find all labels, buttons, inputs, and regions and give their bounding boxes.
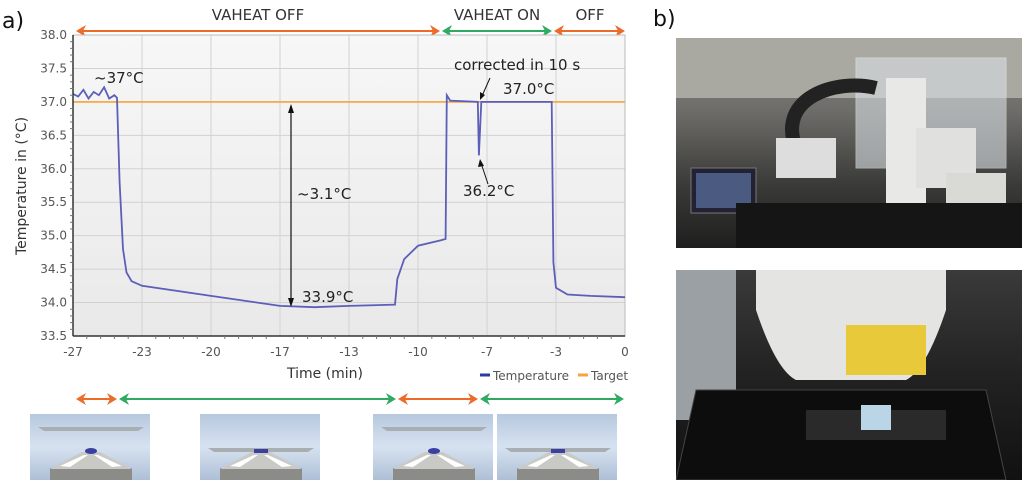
x-tick-label: -10 xyxy=(408,345,428,359)
phase-arrow-bottom-head-left xyxy=(398,393,408,405)
annotation-start: ~37°C xyxy=(94,69,144,87)
dip-arrow xyxy=(480,162,489,185)
legend-label-temperature: Temperature xyxy=(492,369,569,383)
tick-labels: 33.5 34.0 34.5 35.0 35.5 36.0 36.5 37.0 37.5 38.0… xyxy=(40,28,629,359)
series-line-temperature xyxy=(72,85,626,309)
grid-lines xyxy=(72,34,626,337)
x-tick-label: -13 xyxy=(339,345,359,359)
y-tick-label: 34.5 xyxy=(40,262,67,276)
heater-render-lifted xyxy=(30,414,150,480)
phase-arrow-bottom-head-left xyxy=(480,393,490,405)
annotations: ~37°C ~3.1°C 33.9°C corrected in 10 s 37… xyxy=(94,56,580,307)
panel-label-b: b) xyxy=(653,7,676,32)
y-tick-label: 33.5 xyxy=(40,329,67,343)
corrected-arrow-head xyxy=(480,92,485,100)
dip-arrow-head xyxy=(478,159,484,167)
phase-label-on: VAHEAT ON xyxy=(454,6,540,24)
phase-arrow-bottom-head-right xyxy=(468,393,478,405)
x-axis-label: Time (min) xyxy=(286,366,363,382)
objective-stage-sketch xyxy=(676,270,1007,480)
photo-microscope-setup xyxy=(676,38,1022,248)
phase-arrow-bottom-head-left xyxy=(76,393,86,405)
phase-label-off: VAHEAT OFF xyxy=(212,6,304,24)
x-tick-label: -17 xyxy=(270,345,290,359)
series-layer xyxy=(72,85,626,309)
delta-arrow-head-bottom xyxy=(288,298,294,307)
annotation-min: 33.9°C xyxy=(302,288,353,306)
y-tick-label: 38.0 xyxy=(40,28,67,42)
phase-arrow-top-head-left xyxy=(76,25,86,37)
x-tick-label: -27 xyxy=(63,345,83,359)
phase-arrow-top-head-right xyxy=(430,25,440,37)
annotation-recovered: 37.0°C xyxy=(503,80,554,98)
x-tick-label: -3 xyxy=(550,345,562,359)
panel-label-a: a) xyxy=(2,9,24,34)
legend-label-target: Target xyxy=(590,369,628,383)
delta-arrow-head-top xyxy=(288,104,294,113)
phase-arrow-bottom-head-right xyxy=(614,393,624,405)
y-tick-label: 36.0 xyxy=(40,162,67,176)
bottom-phase-arrows xyxy=(76,393,624,405)
microscope-setup-sketch xyxy=(676,38,1022,248)
y-tick-label: 37.0 xyxy=(40,95,67,109)
heater-render-contact xyxy=(200,414,320,480)
annotation-dip: 36.2°C xyxy=(463,182,514,200)
top-phase-arrows: VAHEAT OFF VAHEAT ON OFF xyxy=(76,6,625,37)
y-tick-label: 35.0 xyxy=(40,229,67,243)
y-axis-label: Temperature in (°C) xyxy=(14,117,30,256)
x-tick-label: 0 xyxy=(621,345,629,359)
phase-arrow-top-head-right xyxy=(615,25,625,37)
heater-render-lifted xyxy=(373,414,493,480)
phase-label-off-2: OFF xyxy=(575,6,604,24)
heater-renders xyxy=(30,414,617,480)
annotation-delta: ~3.1°C xyxy=(297,185,351,203)
annotation-corrected: corrected in 10 s xyxy=(454,56,580,74)
phase-arrow-top-head-left xyxy=(554,25,564,37)
phase-arrow-bottom-head-right xyxy=(107,393,117,405)
y-tick-label: 35.5 xyxy=(40,195,67,209)
heater-render-contact xyxy=(497,414,617,480)
photo-objective-stage xyxy=(676,270,1022,480)
corrected-arrow xyxy=(481,77,491,97)
phase-arrow-bottom-head-left xyxy=(119,393,129,405)
y-tick-label: 34.0 xyxy=(40,296,67,310)
y-tick-label: 36.5 xyxy=(40,128,67,142)
x-tick-label: -20 xyxy=(201,345,221,359)
phase-arrow-top-head-right xyxy=(542,25,552,37)
legend: Temperature Target xyxy=(480,369,628,383)
x-tick-label: -23 xyxy=(132,345,152,359)
y-tick-label: 37.5 xyxy=(40,61,67,75)
phase-arrow-top-head-left xyxy=(442,25,452,37)
phase-arrow-bottom-head-right xyxy=(386,393,396,405)
x-tick-label: -7 xyxy=(481,345,493,359)
